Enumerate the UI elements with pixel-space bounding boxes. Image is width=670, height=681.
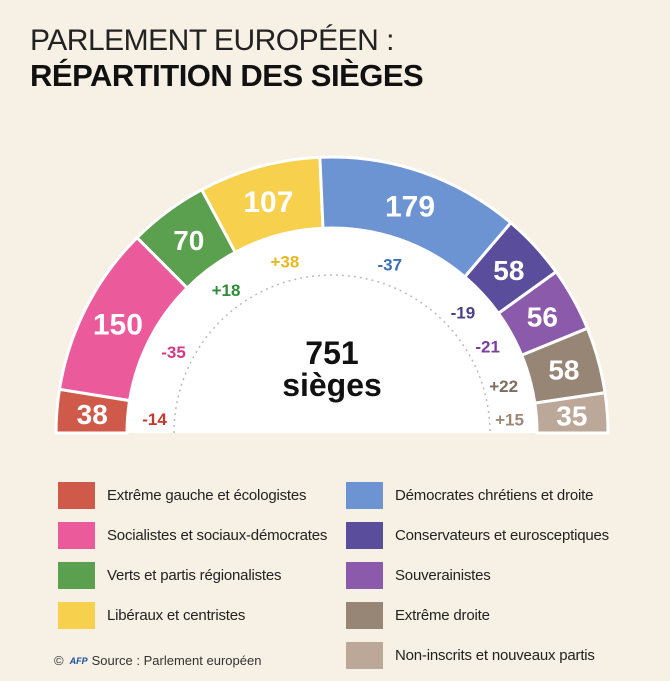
legend-swatch <box>58 481 95 509</box>
change-label-liberaux-et-centristes: +38 <box>270 252 299 271</box>
change-label-verts-et-partis-regionalistes: +18 <box>212 281 241 300</box>
change-label-conservateurs-et-eurosceptiques: -19 <box>451 303 476 322</box>
legend-item-democrates-chretiens-et-droite: Démocrates chrétiens et droite <box>346 481 593 509</box>
legend-label: Non-inscrits et nouveaux partis <box>395 646 595 664</box>
legend-item-conservateurs-et-eurosceptiques: Conservateurs et eurosceptiques <box>346 521 609 549</box>
legend-item-verts-et-partis-regionalistes: Verts et partis régionalistes <box>58 561 281 589</box>
legend-label: Extrême gauche et écologistes <box>107 486 307 504</box>
seat-label-souverainistes: 56 <box>527 301 558 332</box>
total-seats-label: sièges <box>282 367 382 403</box>
title-line-2: RÉPARTITION DES SIÈGES <box>30 58 424 93</box>
source-text: Source : Parlement européen <box>91 653 262 668</box>
legend-label: Socialistes et sociaux-démocrates <box>107 526 328 544</box>
seat-label-extreme-gauche-et-ecologistes: 38 <box>77 399 108 430</box>
legend-item-extreme-gauche-et-ecologistes: Extrême gauche et écologistes <box>58 481 307 509</box>
legend-item-souverainistes: Souverainistes <box>346 561 491 589</box>
source-line: © AFP Source : Parlement européen <box>54 653 261 668</box>
legend-swatch <box>346 601 383 629</box>
seat-label-non-inscrits-et-nouveaux-partis: 35 <box>556 400 587 431</box>
seat-label-conservateurs-et-eurosceptiques: 58 <box>493 255 524 286</box>
copyright-symbol: © <box>54 653 64 668</box>
legend-item-liberaux-et-centristes: Libéraux et centristes <box>58 601 245 629</box>
hemicycle-inner-area <box>127 228 537 433</box>
total-seats-value: 751 <box>305 335 358 371</box>
legend-swatch <box>58 521 95 549</box>
legend-swatch <box>346 641 383 669</box>
afp-logo: AFP <box>69 655 88 666</box>
legend-item-extreme-droite: Extrême droite <box>346 601 490 629</box>
change-label-socialistes-et-sociaux-democrates: -35 <box>161 343 186 362</box>
seat-label-democrates-chretiens-et-droite: 179 <box>385 190 435 223</box>
legend-label: Conservateurs et eurosceptiques <box>395 526 609 544</box>
seat-label-verts-et-partis-regionalistes: 70 <box>173 225 204 256</box>
change-label-non-inscrits-et-nouveaux-partis: +15 <box>495 411 524 430</box>
legend-item-non-inscrits-et-nouveaux-partis: Non-inscrits et nouveaux partis <box>346 641 595 669</box>
legend-label: Extrême droite <box>395 606 490 624</box>
legend-label: Souverainistes <box>395 566 491 584</box>
seat-label-liberaux-et-centristes: 107 <box>243 186 293 219</box>
inner-dotted-arc <box>173 274 491 434</box>
legend-label: Démocrates chrétiens et droite <box>395 486 594 504</box>
legend-swatch <box>346 561 383 589</box>
legend-swatch <box>58 601 95 629</box>
seat-label-extreme-droite: 58 <box>548 354 579 385</box>
title-line-1: PARLEMENT EUROPÉEN : <box>30 24 394 57</box>
legend-label: Verts et partis régionalistes <box>107 566 282 584</box>
seat-label-socialistes-et-sociaux-democrates: 150 <box>93 308 143 341</box>
legend-swatch <box>346 521 383 549</box>
legend-label: Libéraux et centristes <box>107 606 246 624</box>
change-label-extreme-gauche-et-ecologistes: -14 <box>142 410 167 429</box>
legend-swatch <box>58 561 95 589</box>
change-label-souverainistes: -21 <box>475 338 500 357</box>
legend-item-socialistes-et-sociaux-democrates: Socialistes et sociaux-démocrates <box>58 521 327 549</box>
change-label-extreme-droite: +22 <box>489 377 518 396</box>
legend-swatch <box>346 481 383 509</box>
change-label-democrates-chretiens-et-droite: -37 <box>377 256 402 275</box>
